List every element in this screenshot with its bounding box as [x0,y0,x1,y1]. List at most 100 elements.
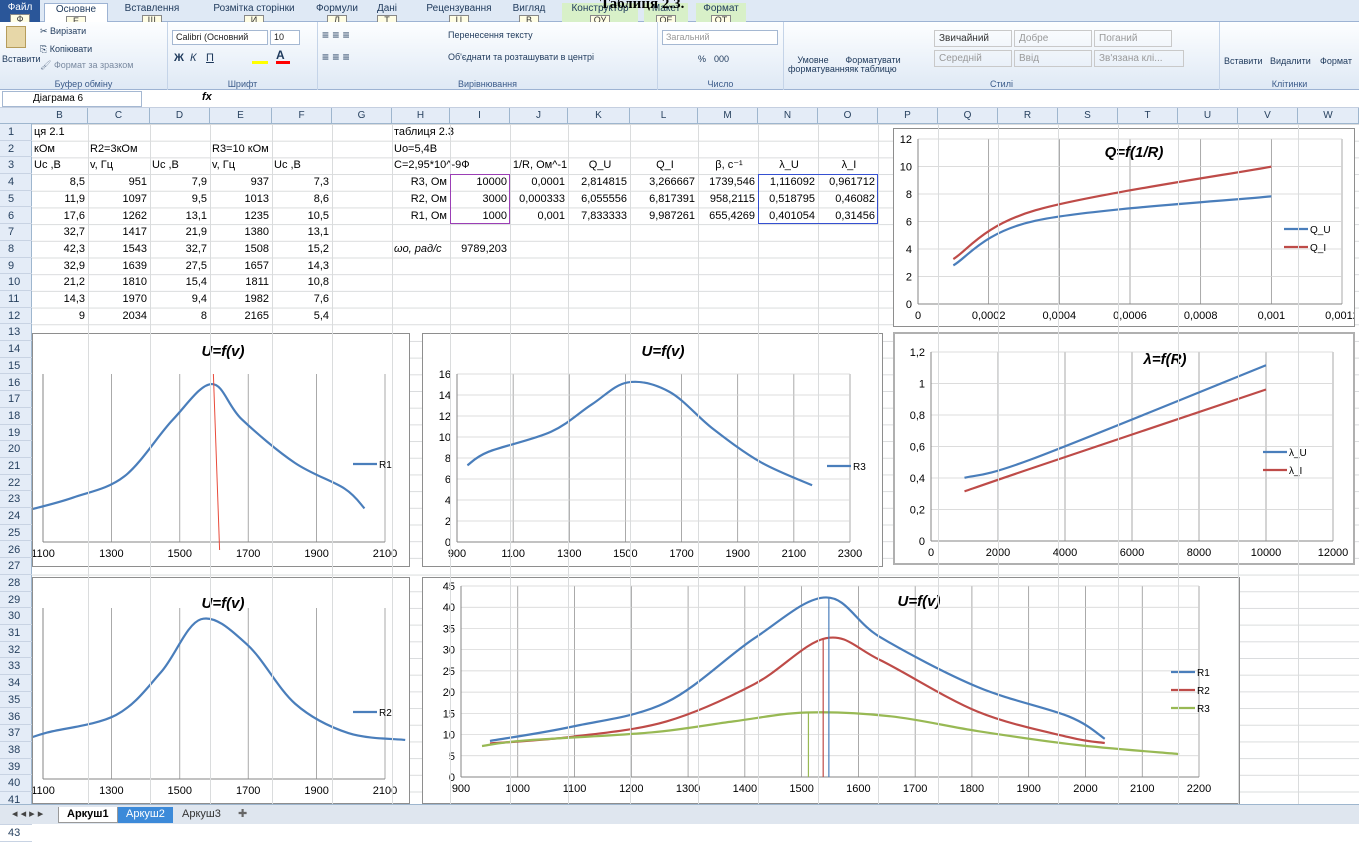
row-header-18[interactable]: 18 [0,408,32,425]
sheet-tab-2[interactable]: Аркуш2 [118,807,173,823]
row-header-16[interactable]: 16 [0,375,32,392]
row-header-32[interactable]: 32 [0,642,32,659]
cell[interactable]: R3, Ом [410,176,447,189]
cell[interactable]: β, c⁻¹ [715,159,743,172]
row-header-14[interactable]: 14 [0,341,32,358]
cell[interactable]: Uc ,В [34,159,61,172]
cell[interactable]: 1739,546 [709,176,755,189]
cell[interactable]: 2034 [122,309,147,322]
cell[interactable]: λ_U [779,159,799,172]
tab-page-layout[interactable]: Розмітка сторінки И [204,3,304,26]
cell[interactable]: 1000 [482,209,507,222]
cell[interactable]: 1970 [122,293,147,305]
font-size-select[interactable]: 10 [270,30,300,45]
align-top-icon[interactable]: ≡ ≡ ≡ [322,28,350,42]
column-header-J[interactable]: J [510,108,568,124]
number-format-select[interactable]: Загальний [662,30,778,45]
row-header-24[interactable]: 24 [0,508,32,525]
row-header-30[interactable]: 30 [0,608,32,625]
cell[interactable]: 14,3 [63,293,85,305]
cell[interactable]: 9789,203 [461,242,507,255]
column-header-W[interactable]: W [1298,108,1359,124]
format-cells-button[interactable]: Формат [1320,56,1352,66]
cell[interactable]: 42,3 [63,242,85,255]
column-header-F[interactable]: F [272,108,332,124]
font-color-icon[interactable]: A [276,49,290,64]
tab-home[interactable]: Основне Е [44,3,108,27]
cell[interactable]: 7,833333 [581,209,627,222]
chart-u-vs-v-all[interactable]: 900 1000 1100 1200 1300 1400 1500 1600 1700 1800 1… [422,577,1240,804]
cell[interactable]: 6,817391 [649,192,695,205]
italic-button[interactable]: К [190,52,197,64]
row-header-19[interactable]: 19 [0,425,32,442]
row-header-17[interactable]: 17 [0,391,32,408]
cell[interactable]: Uc ,В [274,159,301,172]
cell[interactable]: 9,4 [191,293,207,305]
fill-color-icon[interactable] [252,52,268,64]
cell[interactable]: Q_I [656,159,674,172]
column-header-K[interactable]: K [568,108,630,124]
row-header-27[interactable]: 27 [0,558,32,575]
column-header-M[interactable]: M [698,108,758,124]
column-header-H[interactable]: H [392,108,450,124]
cell[interactable]: 9 [78,309,85,322]
style-input[interactable]: Ввід [1014,50,1092,67]
cell[interactable]: ця 2.1 [34,126,65,138]
cell[interactable]: 15,2 [307,242,329,255]
column-header-N[interactable]: N [758,108,818,124]
row-header-2[interactable]: 2 [0,141,32,158]
font-name-select[interactable]: Calibri (Основний [172,30,268,45]
row-header-29[interactable]: 29 [0,592,32,609]
cell[interactable]: 951 [128,176,147,189]
cell[interactable]: 14,3 [307,259,329,272]
cell[interactable]: λ_I [841,159,857,172]
cell[interactable]: 1810 [122,276,147,289]
cell[interactable]: 9,987261 [649,209,695,222]
cell[interactable]: 8,5 [69,176,85,189]
cell[interactable]: 7,9 [191,176,207,189]
cell[interactable]: 11,9 [64,192,85,205]
row-header-40[interactable]: 40 [0,775,32,792]
cell[interactable]: 32,7 [63,226,85,239]
copy-button[interactable]: ⎘ Копіювати [40,44,92,55]
cut-button[interactable]: ✂ Вирізати [40,26,86,37]
conditional-formatting-button[interactable]: Умовне форматування [788,55,850,74]
cell[interactable]: 17,6 [63,209,85,222]
cell[interactable]: R3=10 кОм [212,142,269,155]
cell[interactable]: таблиця 2.3 [394,126,455,138]
style-good[interactable]: Добре [1014,30,1092,47]
cell[interactable]: 9,5 [191,192,207,205]
cell[interactable]: 1/R, Ом^-1 [512,159,568,172]
style-normal[interactable]: Звичайний [934,30,1012,47]
cell[interactable]: 13,1 [185,209,207,222]
row-header-4[interactable]: 4 [0,174,32,191]
cell[interactable]: R1, Ом [410,209,447,222]
cell[interactable]: 8 [200,309,207,322]
cell[interactable]: Uo=5,4В [394,142,438,155]
cell[interactable]: 1097 [122,192,147,205]
row-header-8[interactable]: 8 [0,241,32,258]
tab-chart-format[interactable]: Формат ОТ [696,3,746,26]
column-header-R[interactable]: R [998,108,1058,124]
cell[interactable]: 1380 [244,226,269,239]
cell[interactable]: 1417 [122,226,147,239]
insert-cells-button[interactable]: Вставити [1224,56,1263,66]
cell[interactable]: 10,8 [307,276,329,289]
cell[interactable]: R2, Ом [410,192,447,205]
cell[interactable]: v, Гц [212,159,236,172]
column-header-C[interactable]: C [88,108,150,124]
cell[interactable]: 1,116092 [769,176,815,189]
tab-data[interactable]: Дані Т [370,3,404,26]
format-painter-button[interactable]: 🖌 Формат за зразком [40,60,133,71]
cell[interactable]: 1657 [244,259,269,272]
cell[interactable]: 958,2115 [709,192,755,205]
cell[interactable]: 10,5 [307,209,329,222]
name-box[interactable]: Діаграма 6 [2,91,142,107]
column-header-P[interactable]: P [878,108,938,124]
chart-u-vs-v-r2[interactable]: 1100 1300 1500 1700 1900 2100 U=f(v) R2 [32,577,410,804]
cell[interactable]: 1508 [244,242,269,255]
row-header-21[interactable]: 21 [0,458,32,475]
sheet-tab-3[interactable]: Аркуш3 [182,808,221,820]
new-sheet-icon[interactable]: ✚ [238,808,248,820]
